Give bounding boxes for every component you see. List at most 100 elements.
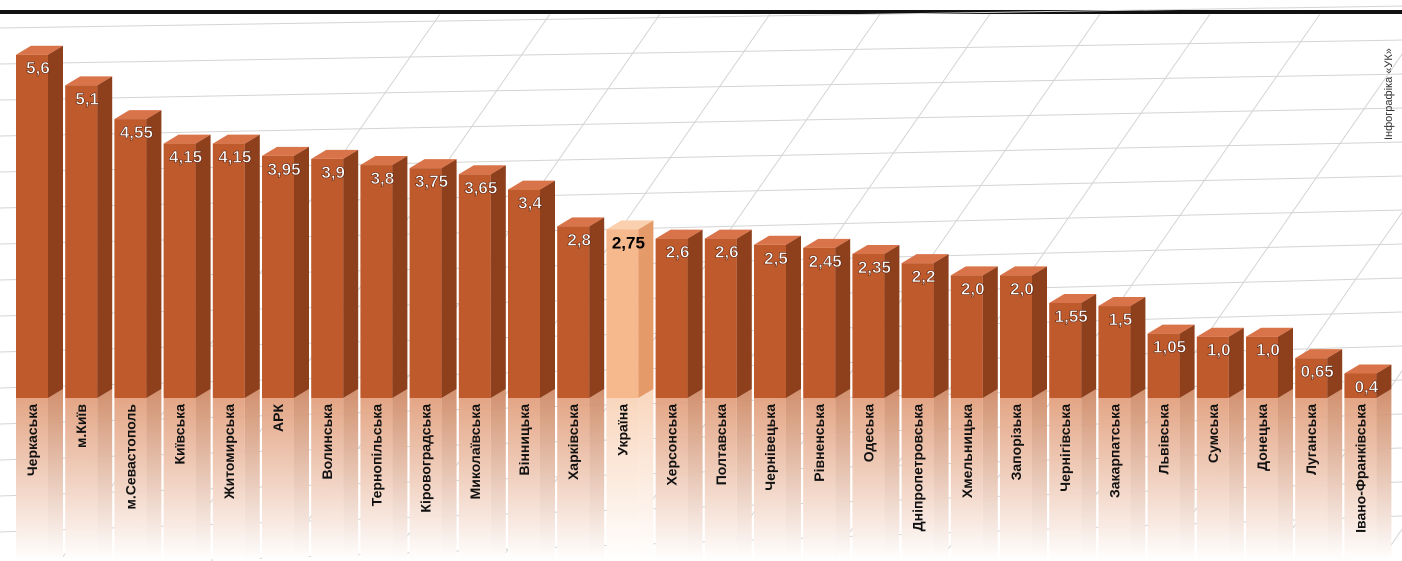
bar-value-label: 2,45 (809, 252, 842, 271)
bar-15: 2,6 Полтавська (704, 229, 752, 561)
bar-top (114, 110, 162, 120)
bar-front (114, 119, 147, 399)
bar-front (1000, 275, 1032, 398)
bar-front (409, 168, 442, 398)
bar-8: 3,8 Тернопільська (360, 156, 408, 561)
bar-side (48, 45, 63, 398)
bar-base-side (48, 389, 63, 561)
category-label: Львівська (1156, 404, 1172, 475)
category-label: Волинська (319, 404, 335, 480)
bar-value-label: 3,75 (415, 172, 448, 191)
bar-14: 2,6 Херсонська (655, 229, 703, 561)
bar-top (655, 229, 703, 239)
bar-front (1049, 302, 1082, 398)
bar-value-label: 2,35 (858, 258, 891, 277)
bar-side (884, 244, 900, 398)
category-label: Вінницька (516, 404, 532, 476)
bar-base-front (655, 398, 688, 561)
bar-top (409, 159, 457, 169)
bar-19: 2,2 Дніпропетровська (901, 254, 949, 561)
bar-5: 4,15 Житомирська (212, 134, 260, 561)
bar-base-front (1246, 398, 1278, 561)
category-label: АРК (270, 404, 286, 432)
bar-top (65, 76, 113, 86)
bar-base-front (360, 398, 393, 561)
bar-base-side (441, 389, 457, 561)
bar-side (146, 110, 162, 399)
bar-base-front (163, 398, 196, 561)
category-label: Київська (172, 404, 188, 465)
bar-top (803, 238, 851, 248)
bar-base-side (1327, 389, 1343, 561)
category-label: Луганська (1303, 404, 1319, 475)
bar-base-front (1344, 398, 1377, 561)
bar-value-label: 2,5 (764, 249, 788, 268)
bar-value-label: 0,65 (1301, 362, 1334, 381)
category-label: Запорізька (1008, 404, 1024, 481)
bar-base-front (311, 398, 344, 561)
bar-side (1032, 266, 1047, 398)
bar-base-side (982, 389, 998, 561)
bar-top (606, 220, 654, 230)
bar-top (508, 180, 555, 190)
bar-front (262, 155, 294, 398)
bar-side (1278, 327, 1293, 398)
bar-base-side (884, 389, 900, 561)
bar-top (852, 244, 900, 254)
category-label: Одеська (860, 404, 876, 462)
bar-base-side (687, 389, 703, 561)
bar-base-front (950, 398, 983, 561)
bar-side (933, 254, 949, 398)
bar-side (540, 180, 555, 398)
bar-value-label: 2,75 (612, 233, 645, 252)
category-label: Дніпропетровська (910, 404, 926, 532)
bar-value-label: 1,5 (1109, 310, 1133, 329)
bar-value-label: 4,15 (169, 148, 202, 167)
bar-top (360, 156, 408, 166)
bar-top (1000, 266, 1047, 276)
bar-side (1130, 297, 1146, 398)
bar-base-front (1196, 398, 1229, 561)
bar-top (1246, 327, 1293, 337)
bar-value-label: 3,8 (371, 169, 395, 188)
category-label: Закарпатська (1106, 404, 1122, 498)
bar-top (754, 235, 801, 245)
bar-value-label: 2,0 (1010, 279, 1034, 298)
bar-16: 2,5 Чернівецька (754, 235, 801, 561)
bar-front (163, 143, 196, 398)
bar-13: 2,75 Україна (606, 220, 654, 561)
category-label: Донецька (1254, 404, 1270, 471)
bar-17: 2,45 Рівненська (803, 238, 851, 561)
bar-top (262, 146, 309, 156)
bar-front (754, 244, 786, 398)
bar-side (441, 159, 457, 398)
bar-value-label: 2,6 (666, 243, 690, 262)
bar-base-front (803, 398, 836, 561)
bar-top (1049, 293, 1097, 303)
bar-value-label: 1,55 (1055, 307, 1088, 326)
bar-side (982, 266, 998, 398)
bar-base-side (786, 389, 801, 561)
bar-25: 1,0 Сумська (1196, 327, 1244, 561)
category-label: Миколаївська (467, 404, 483, 500)
bar-value-label: 3,4 (518, 194, 542, 213)
bar-base-front (262, 398, 294, 561)
bar-side (589, 217, 605, 398)
bar-base-side (1228, 389, 1244, 561)
top-rule (0, 0, 1402, 14)
bar-front (1098, 306, 1131, 398)
bar-front (1147, 333, 1180, 398)
bar-top (163, 134, 211, 144)
bar-base-side (1081, 389, 1097, 561)
bar-side (195, 134, 211, 399)
bar-3: 4,55 м.Севастополь (114, 110, 162, 561)
bar-front (1295, 358, 1328, 398)
bar-base-front (1098, 398, 1131, 561)
bar-base-side (1179, 389, 1195, 561)
category-label: м.Київ (73, 404, 89, 448)
bar-base-side (1376, 389, 1392, 561)
bar-base-side (294, 389, 309, 561)
bar-top (1147, 324, 1195, 334)
bar-value-label: 1,0 (1256, 341, 1280, 360)
